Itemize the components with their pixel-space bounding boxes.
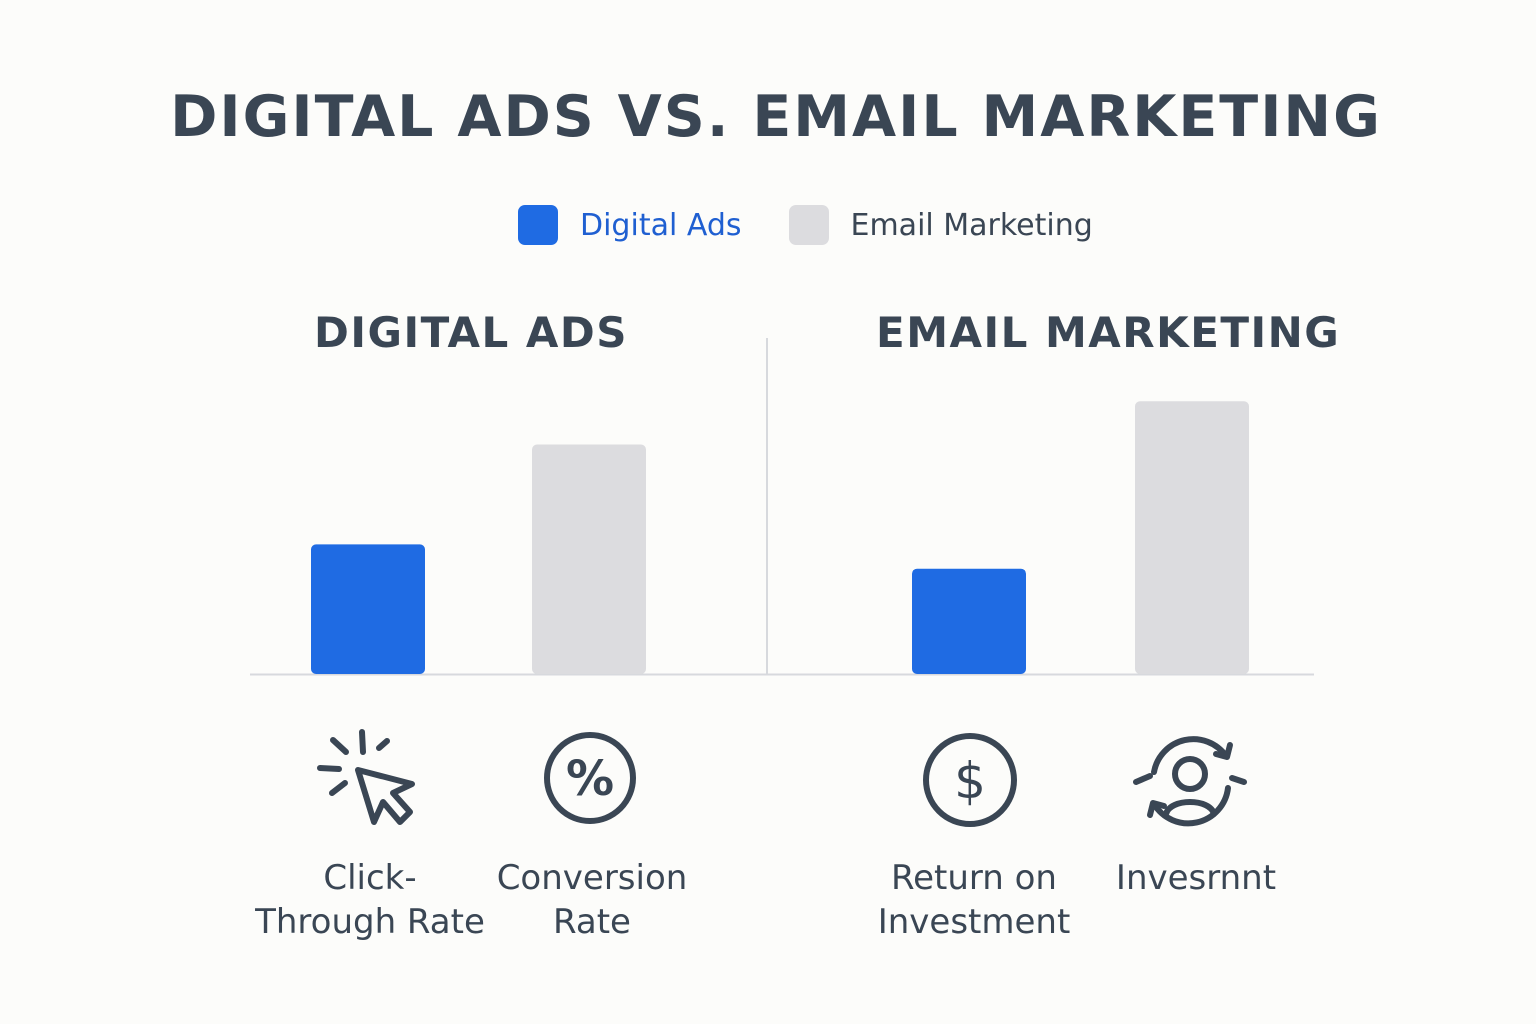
legend-label-email-marketing: Email Marketing — [850, 207, 1093, 243]
panel-title-email-marketing: EMAIL MARKETING — [876, 308, 1341, 357]
bar-email-marketing-digital-ads — [912, 568, 1026, 674]
svg-text:%: % — [566, 751, 614, 807]
legend-item-digital-ads: Digital Ads — [518, 205, 742, 245]
bar-email-marketing-email-marketing — [1135, 401, 1249, 674]
metric-label-investment: Invesrnnt — [1115, 858, 1277, 898]
legend-swatch-email-marketing — [788, 205, 829, 245]
bar-digital-ads-email-marketing — [532, 444, 646, 674]
legend-swatch-digital-ads — [518, 205, 558, 245]
bar-digital-ads-digital-ads — [311, 544, 425, 674]
legend: Digital Ads Email Marketing — [518, 203, 1093, 247]
metric-label-click-through-rate: Click- Through Rate — [255, 858, 485, 942]
panel-title-digital-ads: DIGITAL ADS — [314, 308, 628, 357]
metric-label-return-on-investment: Return on Investment — [877, 858, 1071, 942]
cursor-click-icon — [317, 729, 415, 825]
user-cycle-icon — [1133, 736, 1247, 827]
dollar-icon: $ — [923, 733, 1017, 827]
metric-label-conversion-rate: Conversion Rate — [496, 858, 688, 942]
page-title: DIGITAL ADS VS. EMAIL MARKETING — [170, 84, 1382, 150]
legend-item-email-marketing: Email Marketing — [788, 205, 1093, 245]
svg-text:$: $ — [954, 752, 986, 810]
percent-icon: % — [544, 732, 636, 824]
legend-label-digital-ads: Digital Ads — [580, 207, 742, 243]
